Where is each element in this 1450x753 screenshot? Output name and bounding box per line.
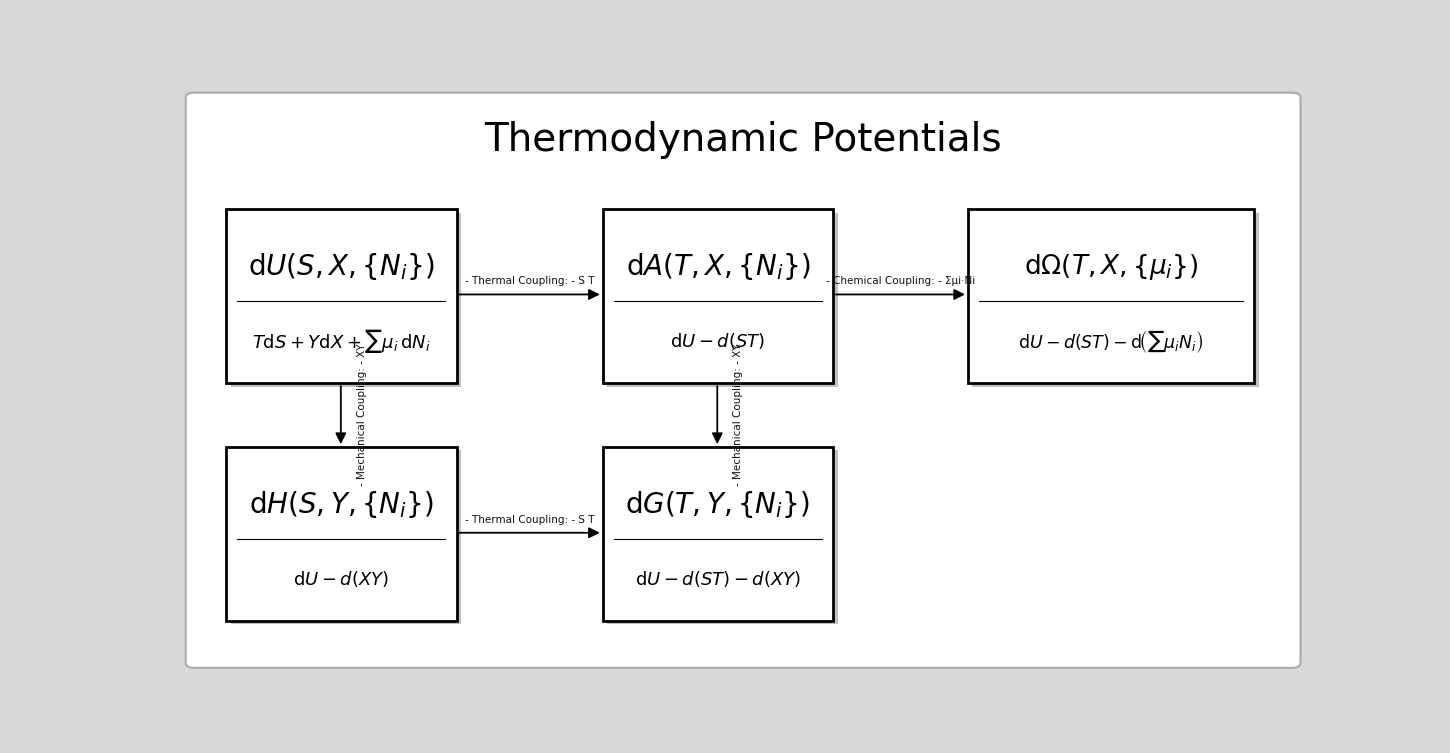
FancyBboxPatch shape xyxy=(186,93,1301,668)
Text: $\mathrm{d}U - d(ST)$: $\mathrm{d}U - d(ST)$ xyxy=(670,331,766,352)
Bar xyxy=(226,447,457,621)
Text: - Thermal Coupling: - S T: - Thermal Coupling: - S T xyxy=(465,276,594,286)
Bar xyxy=(608,212,838,386)
Bar xyxy=(608,450,838,624)
Bar xyxy=(226,209,457,383)
Bar xyxy=(969,209,1254,383)
Text: $\mathrm{d}G(T, Y, \{N_i\})$: $\mathrm{d}G(T, Y, \{N_i\})$ xyxy=(625,489,811,520)
Bar xyxy=(231,212,461,386)
Bar xyxy=(603,209,832,383)
Text: Thermodynamic Potentials: Thermodynamic Potentials xyxy=(484,120,1002,159)
Text: $\mathrm{d}H(S, Y, \{N_i\})$: $\mathrm{d}H(S, Y, \{N_i\})$ xyxy=(249,489,434,520)
Bar xyxy=(603,447,832,621)
Text: $T\mathrm{d}S + Y\mathrm{d}X + \sum \mu_i\,\mathrm{d}N_i$: $T\mathrm{d}S + Y\mathrm{d}X + \sum \mu_… xyxy=(252,328,431,355)
Bar xyxy=(973,212,1259,386)
Text: - Chemical Coupling: - Σμi·Ni: - Chemical Coupling: - Σμi·Ni xyxy=(826,276,974,286)
Bar xyxy=(231,450,461,624)
Text: $\mathrm{d}U(S, X, \{N_i\})$: $\mathrm{d}U(S, X, \{N_i\})$ xyxy=(248,251,435,282)
Text: - Mechanical Coupling: - XY: - Mechanical Coupling: - XY xyxy=(734,344,742,486)
Text: $\mathrm{d}U - d(ST) - d(XY)$: $\mathrm{d}U - d(ST) - d(XY)$ xyxy=(635,569,800,589)
Text: $\mathrm{d}U - d(ST) - \mathrm{d}\!\left(\sum \mu_i N_i\right)$: $\mathrm{d}U - d(ST) - \mathrm{d}\!\left… xyxy=(1018,328,1204,355)
Text: $\mathrm{d}A(T, X, \{N_i\})$: $\mathrm{d}A(T, X, \{N_i\})$ xyxy=(625,251,811,282)
Text: - Mechanical Coupling: - XY: - Mechanical Coupling: - XY xyxy=(357,344,367,486)
Text: $\mathrm{d}\Omega(T, X, \{\mu_i\})$: $\mathrm{d}\Omega(T, X, \{\mu_i\})$ xyxy=(1024,252,1199,282)
Text: $\mathrm{d}U - d(XY)$: $\mathrm{d}U - d(XY)$ xyxy=(293,569,390,589)
Text: - Thermal Coupling: - S T: - Thermal Coupling: - S T xyxy=(465,514,594,525)
